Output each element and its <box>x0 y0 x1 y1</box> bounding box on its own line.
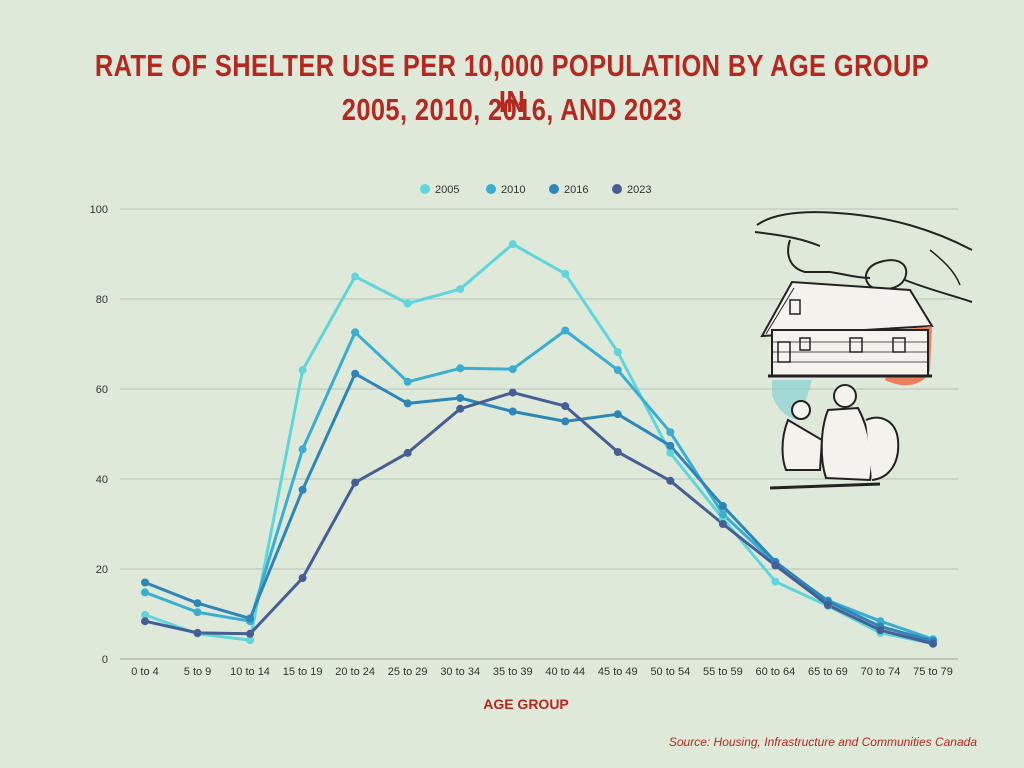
x-tick-label: 30 to 34 <box>440 666 480 678</box>
data-point-2023 <box>193 628 202 637</box>
data-point-2010 <box>718 510 727 519</box>
source-note: Source: Housing, Infrastructure and Comm… <box>668 735 977 749</box>
x-tick-label: 35 to 39 <box>493 666 533 678</box>
data-point-2016 <box>613 410 622 419</box>
x-axis-tick-labels: 0 to 4 5 to 9 10 to 14 15 to 19 20 to 24 25 t… <box>131 666 953 678</box>
data-point-2010 <box>141 588 149 597</box>
data-point-2010 <box>613 366 622 375</box>
data-point-2016 <box>298 485 307 494</box>
data-point-2016 <box>141 578 149 587</box>
data-point-2010 <box>193 608 202 617</box>
legend-label: 2005 <box>435 184 459 196</box>
x-tick-label: 0 to 4 <box>131 666 159 678</box>
data-point-2005 <box>403 299 412 308</box>
x-tick-label: 40 to 44 <box>545 666 585 678</box>
series-line-2016 <box>144 372 934 643</box>
data-point-2005 <box>666 448 675 457</box>
legend-marker <box>612 184 622 194</box>
data-point-2010 <box>666 428 675 437</box>
data-point-2005 <box>561 269 570 278</box>
legend-marker <box>549 184 559 194</box>
y-tick-label: 0 <box>102 654 108 666</box>
data-point-2016 <box>718 502 727 510</box>
x-tick-label: 60 to 64 <box>756 666 796 678</box>
data-point-2023 <box>141 617 149 626</box>
legend-label: 2010 <box>501 184 525 196</box>
data-point-2005 <box>141 610 149 619</box>
series-line-2005 <box>144 242 934 646</box>
series-line-2023 <box>144 391 934 646</box>
data-point-2010 <box>508 365 517 374</box>
data-point-2023 <box>929 639 937 648</box>
data-point-2016 <box>456 394 465 402</box>
hand-over-house-sheltering-people-icon <box>754 211 973 490</box>
data-point-2023 <box>666 476 675 485</box>
y-tick-label: 80 <box>96 294 108 306</box>
legend-label: 2023 <box>627 184 651 196</box>
data-point-2016 <box>403 399 412 408</box>
data-point-2016 <box>193 599 202 608</box>
data-point-2010 <box>351 328 360 337</box>
x-tick-label: 20 to 24 <box>335 666 375 678</box>
x-tick-label: 75 to 79 <box>913 666 953 678</box>
data-point-2005 <box>246 636 255 645</box>
data-point-2023 <box>718 520 727 528</box>
chart-title-line-2: 2005, 2010, 2016, AND 2023 <box>341 92 683 127</box>
legend-marker <box>420 184 430 194</box>
data-point-2023 <box>771 561 780 570</box>
data-point-2023 <box>298 574 307 582</box>
x-axis-label: AGE GROUP <box>483 696 569 712</box>
series-points <box>141 240 937 648</box>
data-point-2010 <box>561 326 570 335</box>
x-tick-label: 15 to 19 <box>283 666 323 678</box>
data-point-2005 <box>613 348 622 357</box>
data-point-2005 <box>771 577 780 586</box>
data-point-2023 <box>351 478 360 487</box>
data-point-2016 <box>246 614 255 623</box>
chart-title-line-1: RATE OF SHELTER USE PER 10,000 POPULATIO… <box>94 48 930 119</box>
series-lines <box>144 242 934 646</box>
data-point-2016 <box>561 417 570 426</box>
x-tick-label: 5 to 9 <box>184 666 212 678</box>
x-tick-label: 45 to 49 <box>598 666 638 678</box>
x-tick-label: 25 to 29 <box>388 666 428 678</box>
data-point-2005 <box>456 285 465 294</box>
data-point-2016 <box>351 369 360 378</box>
data-point-2023 <box>246 629 255 638</box>
data-point-2010 <box>298 445 307 454</box>
data-point-2010 <box>403 377 412 386</box>
data-point-2023 <box>403 448 412 457</box>
data-point-2005 <box>351 272 360 281</box>
x-tick-label: 10 to 14 <box>230 666 270 678</box>
y-tick-label: 100 <box>90 204 108 216</box>
y-tick-label: 40 <box>96 474 108 486</box>
y-tick-label: 20 <box>96 564 108 576</box>
legend-marker <box>486 184 496 194</box>
data-point-2023 <box>456 404 465 413</box>
data-point-2023 <box>613 448 622 456</box>
x-tick-label: 65 to 69 <box>808 666 848 678</box>
legend-label: 2016 <box>564 184 588 196</box>
data-point-2023 <box>508 388 517 397</box>
y-axis-tick-labels: 0 20 40 60 80 100 <box>90 204 108 666</box>
data-point-2016 <box>666 441 675 450</box>
data-point-2016 <box>508 407 517 416</box>
data-point-2005 <box>298 366 307 375</box>
legend: 2005 2010 2016 2023 <box>420 184 651 196</box>
data-point-2010 <box>456 364 465 373</box>
x-tick-label: 55 to 59 <box>703 666 743 678</box>
data-point-2005 <box>508 240 517 249</box>
x-tick-label: 50 to 54 <box>650 666 690 678</box>
x-tick-label: 70 to 74 <box>861 666 901 678</box>
data-point-2023 <box>561 402 570 411</box>
data-point-2023 <box>823 601 832 609</box>
y-tick-label: 60 <box>96 384 108 396</box>
data-point-2023 <box>876 626 885 635</box>
